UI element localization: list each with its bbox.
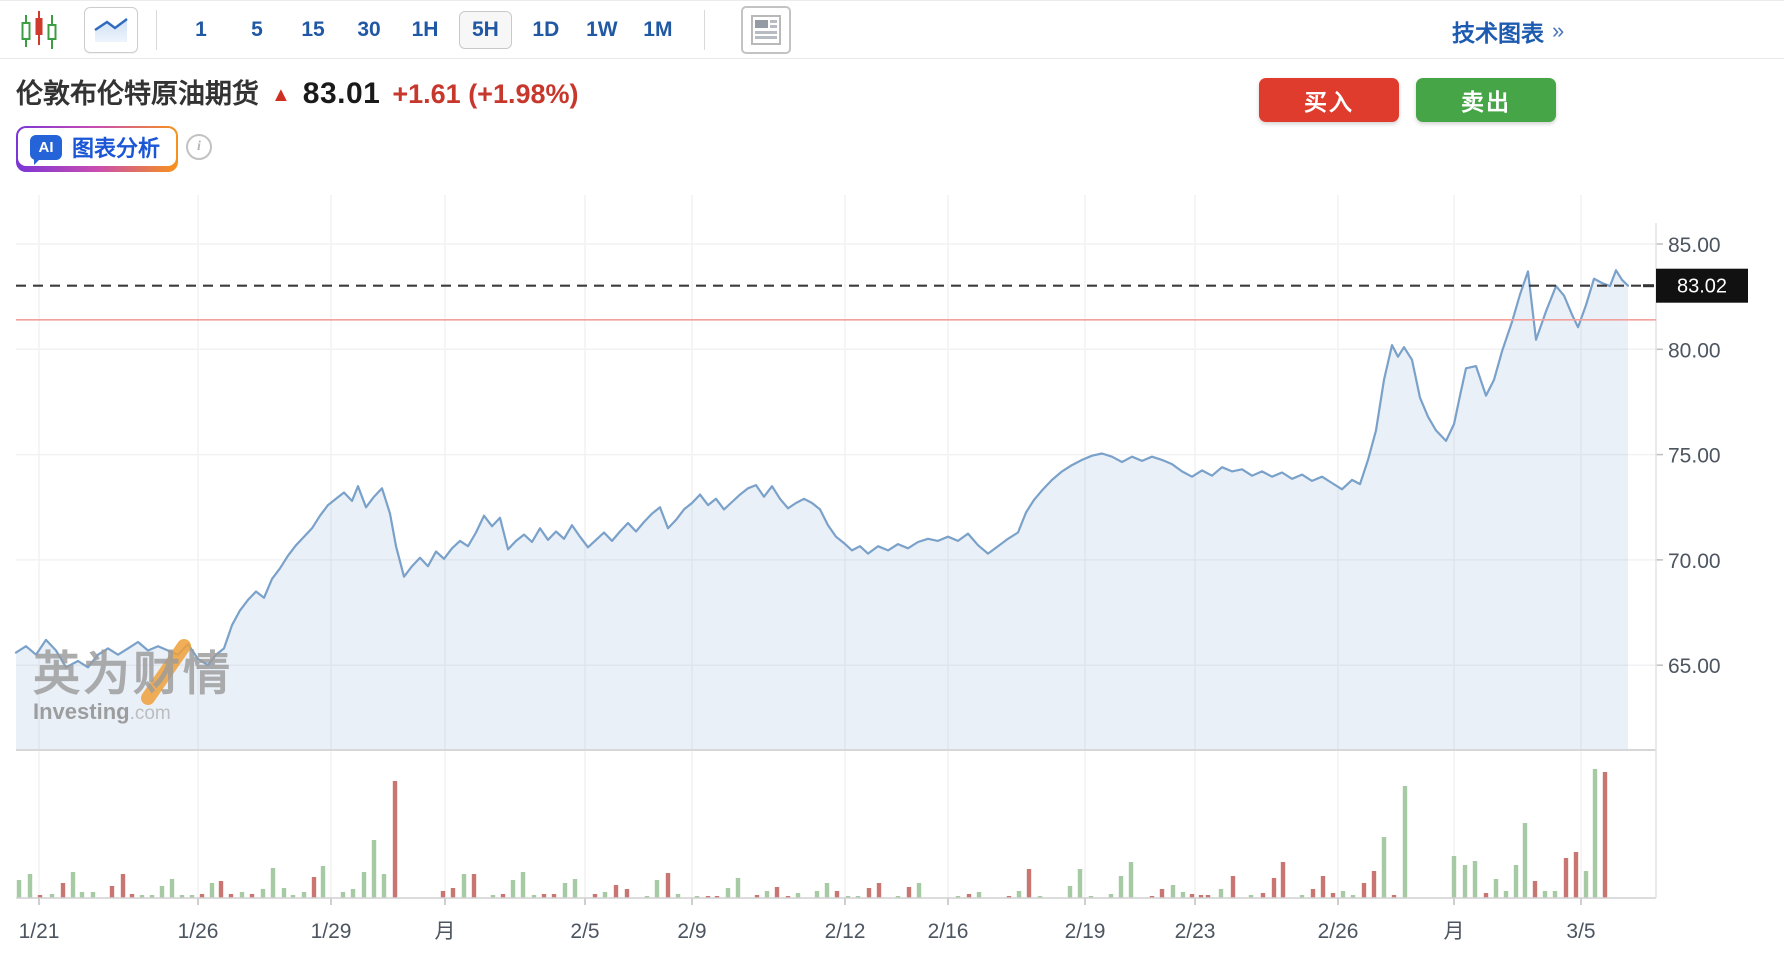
svg-text:月: 月 bbox=[435, 920, 456, 943]
ai-badge-icon: AI bbox=[30, 134, 62, 165]
svg-text:2/9: 2/9 bbox=[677, 920, 706, 943]
svg-text:2/23: 2/23 bbox=[1175, 920, 1216, 943]
line-chart-button[interactable] bbox=[84, 6, 138, 53]
svg-text:85.00: 85.00 bbox=[1668, 234, 1721, 257]
candlestick-icon bbox=[21, 10, 57, 49]
volume-bars bbox=[16, 769, 1608, 898]
svg-text:2/5: 2/5 bbox=[570, 920, 599, 943]
interval-1[interactable]: 1 bbox=[195, 17, 207, 41]
interval-5h-selected[interactable]: 5H bbox=[459, 10, 512, 49]
line-chart-icon bbox=[94, 17, 128, 42]
chart-toolbar: 1 5 15 30 1H 5H 1D 1W 1M 技术图表 » bbox=[0, 0, 1784, 59]
svg-text:70.00: 70.00 bbox=[1668, 550, 1721, 573]
ai-button-label: 图表分析 bbox=[72, 136, 161, 161]
interval-1m[interactable]: 1M bbox=[643, 17, 673, 41]
interval-5[interactable]: 5 bbox=[251, 17, 263, 41]
buy-button[interactable]: 买入 bbox=[1259, 78, 1399, 122]
svg-text:1/21: 1/21 bbox=[19, 920, 60, 943]
price-change: +1.61 (+1.98%) bbox=[392, 79, 579, 109]
interval-15[interactable]: 15 bbox=[301, 17, 325, 41]
news-icon bbox=[750, 14, 781, 45]
svg-text:2/16: 2/16 bbox=[928, 920, 969, 943]
interval-1h[interactable]: 1H bbox=[411, 17, 439, 41]
svg-text:80.00: 80.00 bbox=[1668, 339, 1721, 362]
interval-30[interactable]: 30 bbox=[357, 17, 381, 41]
toolbar-divider bbox=[156, 9, 157, 50]
svg-text:75.00: 75.00 bbox=[1668, 445, 1721, 468]
svg-text:Investing.com: Investing.com bbox=[33, 699, 171, 724]
chart-grid bbox=[16, 195, 1663, 905]
svg-text:3/5: 3/5 bbox=[1566, 920, 1595, 943]
quote-header: 伦敦布伦特原油期货 ▲ 83.01 +1.61 (+1.98%) bbox=[16, 72, 579, 111]
ai-chart-analysis-button[interactable]: AI 图表分析 bbox=[16, 126, 179, 172]
technical-chart-label: 技术图表 bbox=[1452, 20, 1544, 46]
sell-button[interactable]: 卖出 bbox=[1416, 78, 1556, 122]
technical-chart-link[interactable]: 技术图表 » bbox=[1452, 14, 1564, 48]
price-chart-area[interactable]: 英为财情 Investing.com 85.00 80.00 75.00 70.00 65… bbox=[0, 190, 1784, 950]
svg-text:英为财情: 英为财情 bbox=[33, 647, 233, 700]
chart-frame bbox=[16, 223, 1657, 899]
news-panel-button[interactable] bbox=[740, 5, 791, 54]
interval-1d[interactable]: 1D bbox=[532, 17, 560, 41]
svg-text:1/29: 1/29 bbox=[311, 920, 352, 943]
y-axis-labels: 85.00 80.00 75.00 70.00 65.00 bbox=[1668, 234, 1721, 678]
current-price-tag: 83.02 bbox=[1643, 268, 1748, 303]
svg-text:2/26: 2/26 bbox=[1318, 920, 1359, 943]
price-up-arrow-icon: ▲ bbox=[271, 84, 291, 106]
last-price: 83.01 bbox=[302, 77, 381, 110]
svg-text:1/26: 1/26 bbox=[178, 920, 219, 943]
svg-text:月: 月 bbox=[1444, 920, 1465, 943]
svg-text:2/19: 2/19 bbox=[1065, 920, 1106, 943]
svg-text:83.02: 83.02 bbox=[1677, 276, 1727, 298]
instrument-name: 伦敦布伦特原油期货 bbox=[16, 79, 259, 109]
candlestick-chart-button[interactable] bbox=[20, 9, 58, 51]
chevron-double-right-icon: » bbox=[1552, 18, 1565, 43]
info-icon[interactable]: i bbox=[186, 134, 212, 160]
toolbar-divider-2 bbox=[703, 9, 705, 50]
svg-text:2/12: 2/12 bbox=[825, 920, 866, 943]
x-axis-labels: 1/21 1/26 1/29 月 2/5 2/9 2/12 2/16 2/19 2/23 2/26 月… bbox=[19, 920, 1596, 943]
interval-1w[interactable]: 1W bbox=[586, 17, 618, 41]
price-area-series bbox=[14, 269, 1630, 750]
svg-text:65.00: 65.00 bbox=[1668, 655, 1721, 678]
